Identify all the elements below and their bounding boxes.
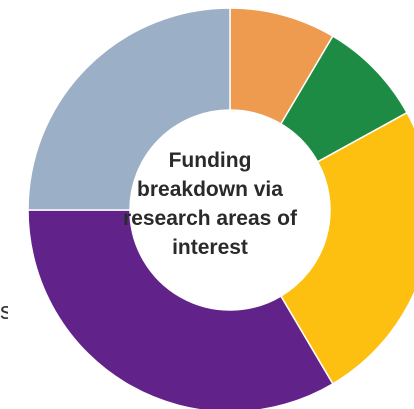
cropped-label-text: s [0,298,8,325]
donut-center-hole [130,110,330,310]
chart-title: Funding breakdown via research areas of … [123,149,297,259]
